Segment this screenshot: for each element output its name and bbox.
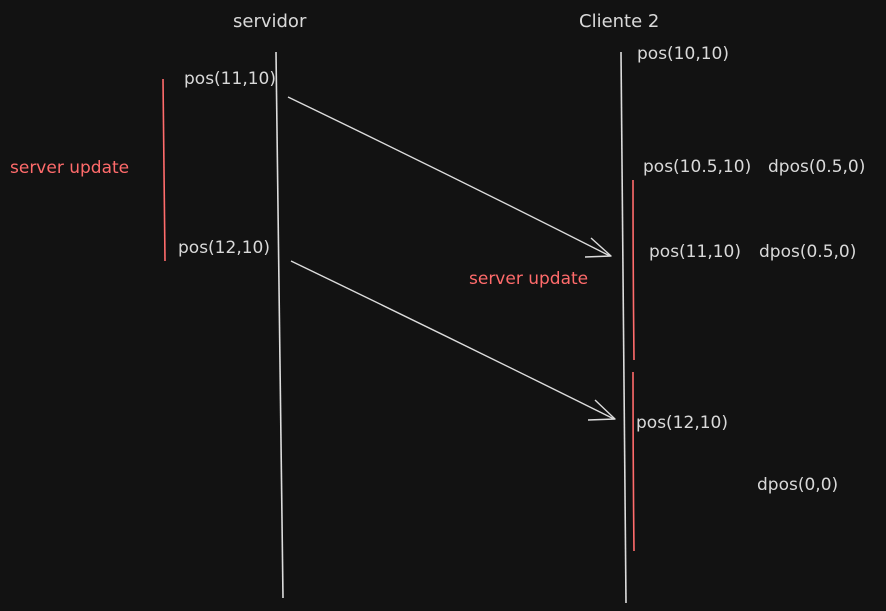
message-arrow-1	[287, 96, 611, 257]
client-update-bracket-1	[632, 179, 635, 361]
message-arrowhead-1	[584, 237, 612, 258]
client-dpos-interp: dpos(0.5,0)	[768, 157, 866, 177]
client-pos-interp: pos(10.5,10)	[643, 157, 752, 177]
client-pos-initial: pos(10,10)	[637, 44, 729, 64]
client-pos-after-update: pos(11,10)	[649, 242, 741, 262]
server-pos-1: pos(11,10)	[184, 69, 276, 89]
client-update-bracket-2	[632, 371, 635, 552]
server-update-bracket	[162, 78, 166, 262]
server-pos-2: pos(12,10)	[178, 238, 270, 258]
client-lifeline	[620, 51, 627, 604]
client-lane-title: Cliente 2	[579, 11, 660, 32]
client-dpos-after-update: dpos(0.5,0)	[759, 242, 857, 262]
server-update-label: server update	[10, 158, 130, 178]
message-arrowhead-2	[587, 399, 616, 421]
server-lifeline	[275, 51, 284, 599]
message-arrow-2	[290, 260, 615, 420]
client-update-label: server update	[469, 269, 589, 289]
server-lane-title: servidor	[233, 11, 307, 32]
client-pos-final: pos(12,10)	[636, 413, 728, 433]
client-dpos-final: dpos(0,0)	[757, 475, 839, 495]
